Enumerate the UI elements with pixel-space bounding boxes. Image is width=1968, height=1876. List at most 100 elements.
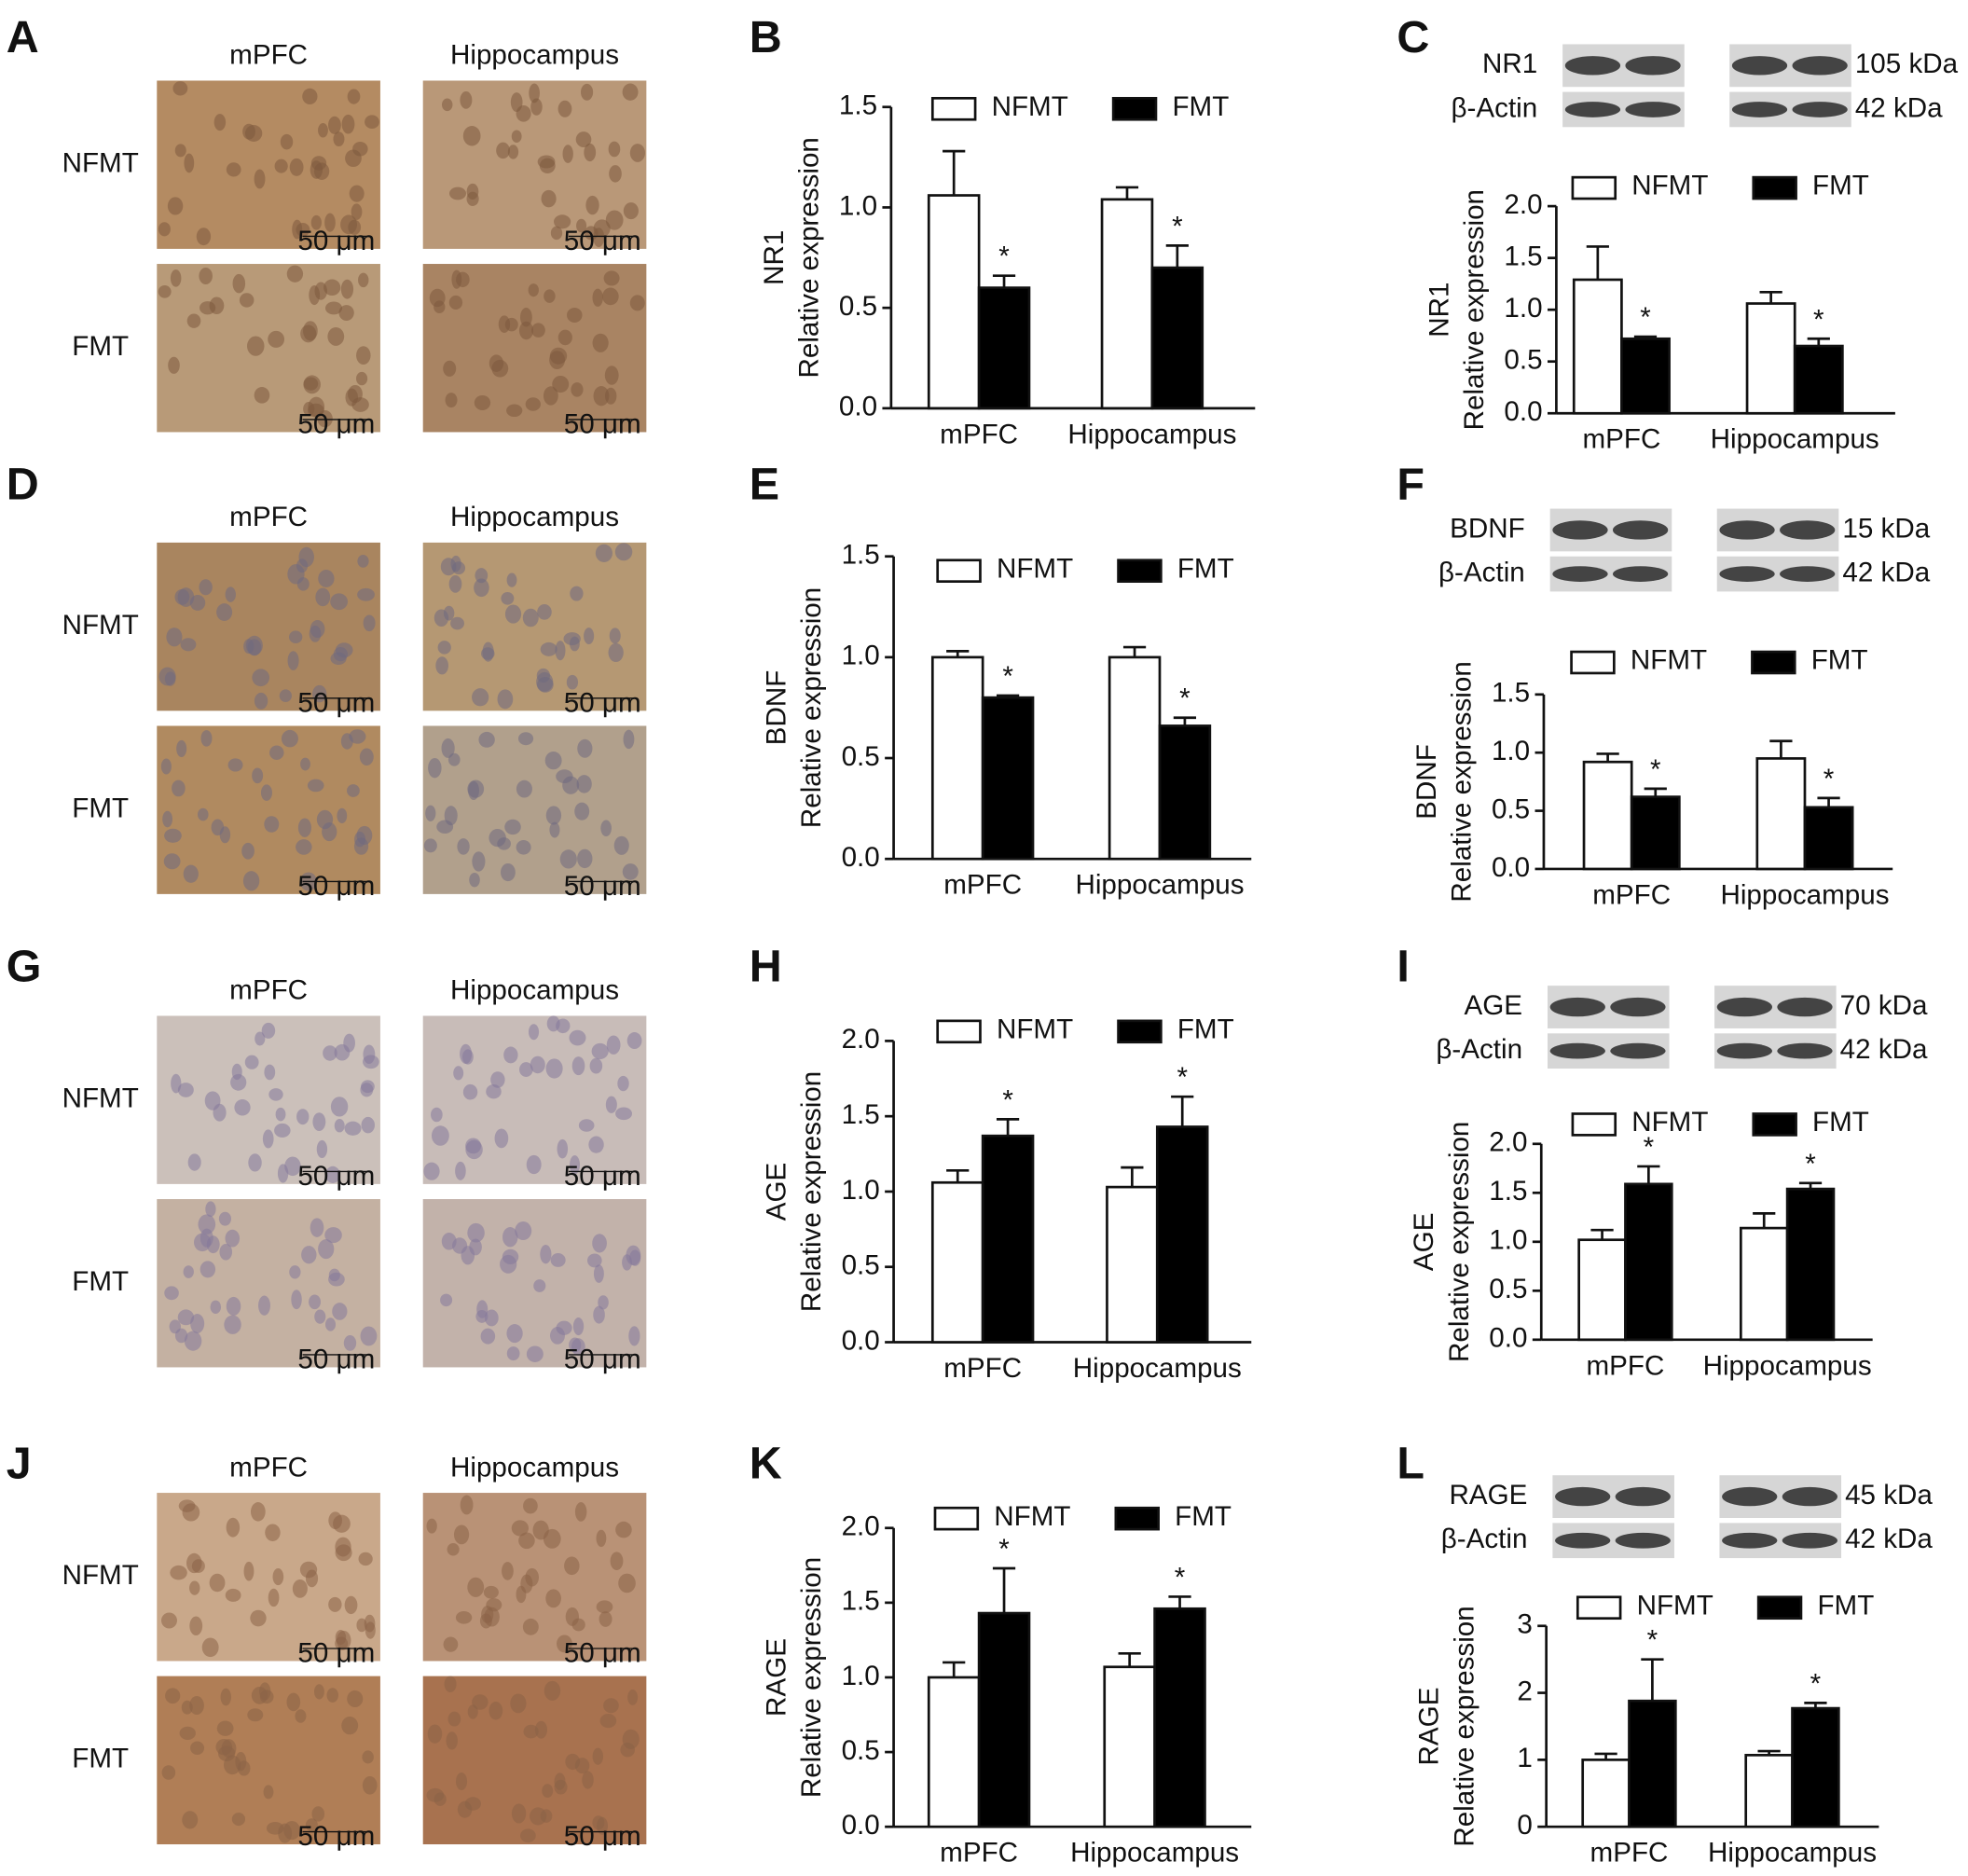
cell <box>323 279 341 297</box>
cell <box>434 609 449 628</box>
cell <box>615 1107 633 1121</box>
cell <box>357 555 369 568</box>
legend-swatch <box>1752 175 1797 200</box>
cell <box>571 1056 585 1076</box>
cell <box>232 273 246 294</box>
legend-swatch <box>1111 96 1158 121</box>
significance: * <box>1805 1149 1816 1179</box>
error-bar <box>1757 1749 1781 1756</box>
cell <box>523 1497 538 1514</box>
cell <box>243 639 255 655</box>
cell <box>324 301 343 315</box>
blot-band <box>1719 566 1775 582</box>
error-bar <box>1115 186 1139 200</box>
cell <box>577 848 593 869</box>
cell <box>292 1579 308 1598</box>
cell <box>199 268 213 284</box>
scale-bar-label: 50 μm <box>564 1638 641 1669</box>
cell <box>286 1692 301 1712</box>
bar <box>1106 1185 1159 1344</box>
cell <box>190 1314 205 1334</box>
blot-weight: 42 kDa <box>1840 1034 1928 1065</box>
cell <box>309 284 321 306</box>
cell <box>480 1328 496 1345</box>
cell <box>326 1688 339 1703</box>
cell <box>254 169 266 189</box>
cell <box>592 1747 604 1765</box>
cell <box>220 1688 231 1706</box>
column-label: Hippocampus <box>450 1452 619 1483</box>
y-tick-label: 0.0 <box>839 392 877 422</box>
cell <box>577 738 593 758</box>
row-label: NFMT <box>62 1083 139 1114</box>
cell <box>268 1588 280 1607</box>
error-bar <box>1644 787 1667 797</box>
cell <box>516 779 532 798</box>
y-axis-protein: RAGE <box>762 1638 792 1717</box>
cell <box>213 1103 227 1122</box>
cell <box>441 1233 457 1250</box>
cell <box>183 864 199 883</box>
y-tick-label: 2.0 <box>1489 1127 1527 1158</box>
cell <box>190 1741 205 1756</box>
cell <box>340 214 358 235</box>
cell <box>475 568 489 584</box>
blot-weight: 42 kDa <box>1842 557 1930 587</box>
cell <box>332 1303 348 1320</box>
cell <box>618 1573 636 1593</box>
cell <box>544 289 556 303</box>
y-tick-label: 1.0 <box>1489 1225 1527 1256</box>
cell <box>543 1528 561 1549</box>
legend-label: FMT <box>1172 91 1229 122</box>
significance: * <box>1644 1132 1655 1163</box>
error-bar <box>1173 716 1197 726</box>
cell <box>431 1125 449 1146</box>
cell <box>341 1717 359 1735</box>
cell <box>289 158 304 176</box>
cell <box>261 1022 276 1039</box>
y-tick-label: 2.0 <box>1504 189 1542 220</box>
y-axis-protein: BDNF <box>762 670 792 746</box>
bar <box>1744 1754 1794 1828</box>
cell <box>423 1162 440 1180</box>
scale-bar-label: 50 μm <box>297 1161 375 1192</box>
cell <box>178 1499 196 1512</box>
cell <box>593 228 605 248</box>
y-axis-protein: RAGE <box>1414 1688 1445 1766</box>
error-bar <box>1171 1095 1194 1127</box>
cell <box>352 141 368 157</box>
cell <box>269 745 284 760</box>
cell <box>361 1116 375 1134</box>
x-tick-label: mPFC <box>1592 879 1671 910</box>
blot-band <box>1555 1532 1611 1549</box>
cell <box>225 1588 241 1602</box>
cell <box>447 1711 461 1727</box>
cell <box>335 1537 351 1557</box>
column-label: mPFC <box>229 40 308 71</box>
cell <box>333 1514 351 1533</box>
cell <box>445 393 458 408</box>
cell <box>166 628 183 647</box>
cell <box>444 806 458 826</box>
cell <box>578 1119 595 1132</box>
cell <box>239 293 255 308</box>
cell <box>545 1058 563 1079</box>
cell <box>522 1618 539 1635</box>
cell <box>460 1043 473 1064</box>
cell <box>431 1107 443 1123</box>
cell <box>608 141 621 158</box>
error-bar <box>1769 739 1793 759</box>
significance: * <box>1179 683 1190 714</box>
cell <box>531 323 545 338</box>
cell <box>254 387 270 404</box>
bar <box>1793 344 1844 415</box>
column-label: mPFC <box>229 502 308 532</box>
cell <box>340 279 354 299</box>
cell <box>604 366 619 385</box>
blot-band <box>1549 1042 1605 1059</box>
error-bar <box>1165 244 1189 269</box>
legend-swatch <box>1117 559 1163 583</box>
cell <box>356 346 371 365</box>
cell <box>296 1109 310 1125</box>
